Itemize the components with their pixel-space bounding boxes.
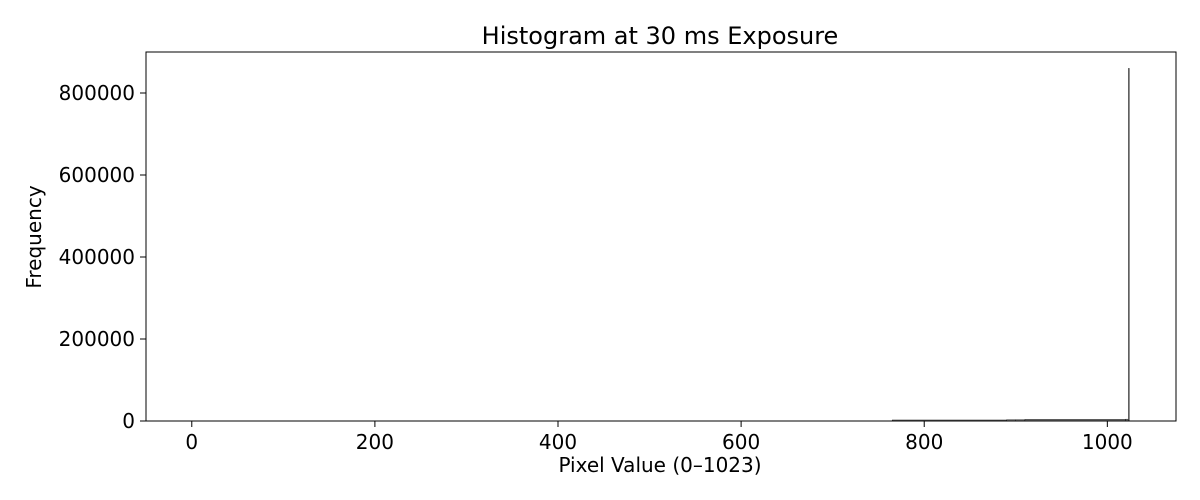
x-tick-label-2: 400 bbox=[539, 430, 577, 454]
x-axis-title: Pixel Value (0–1023) bbox=[558, 453, 761, 477]
x-tick-label-3: 600 bbox=[722, 430, 760, 454]
x-axis-ticks: 0 200 400 600 800 1000 bbox=[185, 421, 1133, 454]
histogram-bar-5 bbox=[1128, 68, 1130, 422]
histogram-bars bbox=[891, 68, 1130, 422]
y-tick-label-2: 400000 bbox=[59, 245, 135, 269]
x-tick-label-1: 200 bbox=[356, 430, 394, 454]
y-tick-label-3: 600000 bbox=[59, 163, 135, 187]
x-tick-label-5: 1000 bbox=[1082, 430, 1133, 454]
x-tick-label-0: 0 bbox=[185, 430, 198, 454]
x-tick-label-4: 800 bbox=[905, 430, 943, 454]
y-tick-label-0: 0 bbox=[122, 409, 135, 433]
y-tick-label-1: 200000 bbox=[59, 327, 135, 351]
chart-title: Histogram at 30 ms Exposure bbox=[482, 22, 839, 50]
plot-frame bbox=[145, 51, 1177, 422]
y-tick-label-4: 800000 bbox=[59, 81, 135, 105]
y-axis-ticks: 0 200000 400000 600000 800000 bbox=[59, 81, 146, 433]
y-axis-title: Frequency bbox=[22, 185, 46, 288]
